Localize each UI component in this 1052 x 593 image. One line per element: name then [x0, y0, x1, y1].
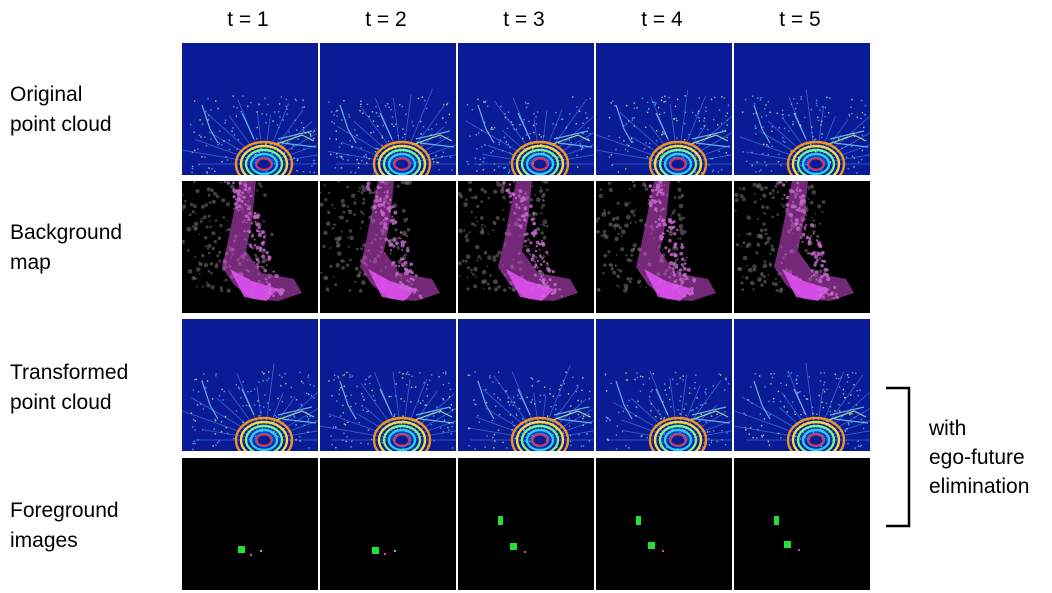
- bracket-icon: [884, 386, 914, 528]
- ego-future-annotation: with ego-future elimination: [929, 414, 1029, 501]
- tile-foreground-t4: [596, 458, 732, 590]
- tile-lidar-t3: [458, 43, 594, 175]
- tile-lidar-t5: [734, 43, 870, 175]
- foreground-object: [498, 516, 503, 525]
- tile-lidar-t3: [458, 319, 594, 451]
- foreground-object: [648, 542, 655, 549]
- tile-lidar-t2: [320, 319, 456, 451]
- foreground-object: [372, 547, 379, 554]
- row-label-line2: point cloud: [10, 113, 112, 136]
- row-label-foreground-images: Foreground images: [10, 496, 170, 556]
- tile-map-t2: [320, 181, 456, 313]
- tile-map-t5: [734, 181, 870, 313]
- tile-lidar-t4: [596, 319, 732, 451]
- foreground-object: [238, 546, 245, 553]
- tile-lidar-t4: [596, 43, 732, 175]
- tile-lidar-t1: [182, 43, 318, 175]
- column-header-t4: t = 4: [641, 8, 683, 31]
- annotation-line1: with: [929, 417, 967, 440]
- row-label-transformed-point-cloud: Transformed point cloud: [10, 358, 170, 418]
- row-label-original-point-cloud: Original point cloud: [10, 80, 170, 140]
- annotation-line3: elimination: [929, 475, 1030, 498]
- row-label-line1: Original: [10, 83, 83, 106]
- foreground-object: [636, 516, 641, 525]
- row-label-line2: images: [10, 529, 78, 552]
- tile-lidar-t1: [182, 319, 318, 451]
- column-header-t2: t = 2: [365, 8, 407, 31]
- foreground-object: [784, 541, 791, 548]
- row-label-background-map: Background map: [10, 218, 170, 278]
- tile-foreground-t5: [734, 458, 870, 590]
- row-label-line1: Foreground: [10, 499, 119, 522]
- tile-map-t4: [596, 181, 732, 313]
- tile-lidar-t5: [734, 319, 870, 451]
- row-label-line2: map: [10, 251, 51, 274]
- row-label-line1: Background: [10, 221, 123, 244]
- tile-map-t3: [458, 181, 594, 313]
- row-label-line1: Transformed: [10, 361, 129, 384]
- foreground-object: [510, 543, 517, 550]
- column-header-t3: t = 3: [503, 8, 545, 31]
- column-header-t1: t = 1: [227, 8, 269, 31]
- tile-foreground-t3: [458, 458, 594, 590]
- tile-foreground-t1: [182, 458, 318, 590]
- foreground-object: [774, 516, 779, 525]
- column-header-t5: t = 5: [779, 8, 821, 31]
- tile-lidar-t2: [320, 43, 456, 175]
- tile-map-t1: [182, 181, 318, 313]
- annotation-line2: ego-future: [929, 446, 1025, 469]
- tile-foreground-t2: [320, 458, 456, 590]
- row-label-line2: point cloud: [10, 391, 112, 414]
